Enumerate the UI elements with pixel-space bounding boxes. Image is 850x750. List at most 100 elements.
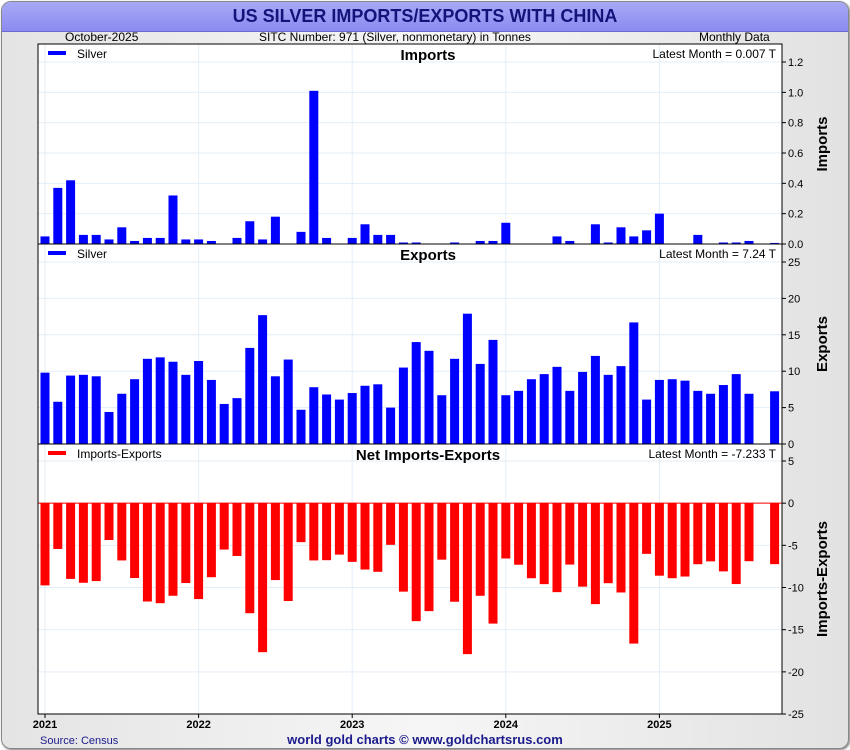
exports-bar [104, 411, 114, 444]
net-bar [78, 503, 88, 583]
imports-bar [731, 242, 741, 244]
exports-bar [616, 366, 626, 444]
x-tick-label: 2024 [494, 719, 519, 731]
imports-bar [104, 239, 114, 244]
exports-bar [194, 361, 204, 444]
net-bar [514, 503, 524, 565]
imports-bar [181, 239, 191, 244]
exports-bar [40, 372, 50, 444]
chart-title: US SILVER IMPORTS/EXPORTS WITH CHINA [232, 6, 618, 26]
imports-bar [693, 234, 703, 244]
exports-bar [155, 357, 165, 444]
panel-title: Net Imports-Exports [356, 447, 500, 464]
y-tick-label: 0 [788, 498, 794, 510]
net-bar [155, 503, 165, 604]
imports-bar [78, 234, 88, 244]
exports-bar [514, 390, 524, 444]
exports-bar [386, 407, 396, 444]
net-bar [718, 503, 728, 572]
exports-bar [168, 361, 178, 444]
exports-bar [744, 393, 754, 444]
imports-bar [360, 224, 370, 244]
imports-bar [270, 216, 280, 244]
panel-title: Exports [400, 247, 456, 264]
imports-bar [53, 187, 63, 244]
legend-label: Silver [77, 247, 107, 261]
net-bar [398, 503, 408, 592]
panel-title: Imports [400, 47, 455, 64]
exports-bar [667, 379, 677, 444]
exports-bar [309, 387, 319, 444]
exports-bar [78, 374, 88, 444]
net-bar [462, 503, 472, 655]
plot-border [37, 443, 783, 715]
y-tick-label: 0.6 [788, 148, 803, 160]
exports-bar [526, 379, 536, 444]
y-axis-label: Imports-Exports [814, 521, 831, 637]
exports-bar [488, 339, 498, 444]
net-bar [424, 503, 434, 612]
imports-bar [386, 234, 396, 244]
net-bar [53, 503, 63, 549]
net-bar [66, 503, 76, 579]
net-bar [270, 503, 280, 581]
imports-bar [168, 195, 178, 244]
y-axis-label: Imports [814, 116, 831, 171]
imports-bar [629, 236, 639, 244]
net-bar [181, 503, 191, 584]
net-bar [194, 503, 204, 600]
imports-bar [718, 242, 728, 244]
exports-bar [232, 398, 242, 444]
y-tick-label: 0.0 [788, 239, 803, 251]
imports-bar [488, 240, 498, 244]
imports-bar [232, 237, 242, 244]
y-tick-label: 25 [788, 257, 800, 269]
net-bar [386, 503, 396, 545]
exports-bar [296, 409, 306, 444]
net-bar [488, 503, 498, 624]
y-tick-label: -20 [788, 667, 804, 679]
frequency-label: Monthly Data [699, 30, 770, 44]
exports-bar [629, 322, 639, 444]
imports-bar [398, 242, 408, 244]
exports-bar [718, 385, 728, 444]
y-tick-label: 0.2 [788, 209, 803, 221]
net-bar [590, 503, 600, 605]
exports-bar [53, 401, 63, 444]
exports-bar [578, 371, 588, 444]
net-bar [552, 503, 562, 593]
exports-bar [130, 379, 140, 444]
imports-bar [194, 239, 204, 244]
y-tick-label: 15 [788, 330, 800, 342]
exports-bar [424, 350, 434, 444]
net-bar [731, 503, 741, 585]
exports-bar [360, 385, 370, 444]
exports-bar [283, 359, 293, 444]
imports-bar [130, 240, 140, 244]
imports-bar [347, 237, 357, 244]
legend-swatch [48, 51, 66, 55]
exports-bar [181, 374, 191, 444]
exports-bar [642, 399, 652, 444]
legend-swatch [48, 451, 66, 455]
exports-bar [565, 390, 575, 444]
net-bar [642, 503, 652, 554]
net-bar [309, 503, 319, 561]
net-bar [142, 503, 152, 602]
net-bar [104, 503, 114, 541]
x-tick-label: 2023 [340, 719, 364, 731]
title-bar: US SILVER IMPORTS/EXPORTS WITH CHINA [2, 2, 848, 32]
net-bar [322, 503, 332, 561]
y-tick-label: 5 [788, 456, 794, 468]
net-bar [526, 503, 536, 579]
net-bar [360, 503, 370, 570]
net-bar [654, 503, 664, 576]
sitc-label: SITC Number: 971 (Silver, nonmonetary) i… [259, 30, 531, 44]
net-bar [706, 503, 716, 562]
imports-bar [770, 242, 780, 244]
exports-bar [334, 399, 344, 444]
net-bar [130, 503, 140, 579]
net-bar [450, 503, 460, 602]
source-label: Source: Census [40, 735, 119, 747]
exports-bar [322, 394, 332, 444]
